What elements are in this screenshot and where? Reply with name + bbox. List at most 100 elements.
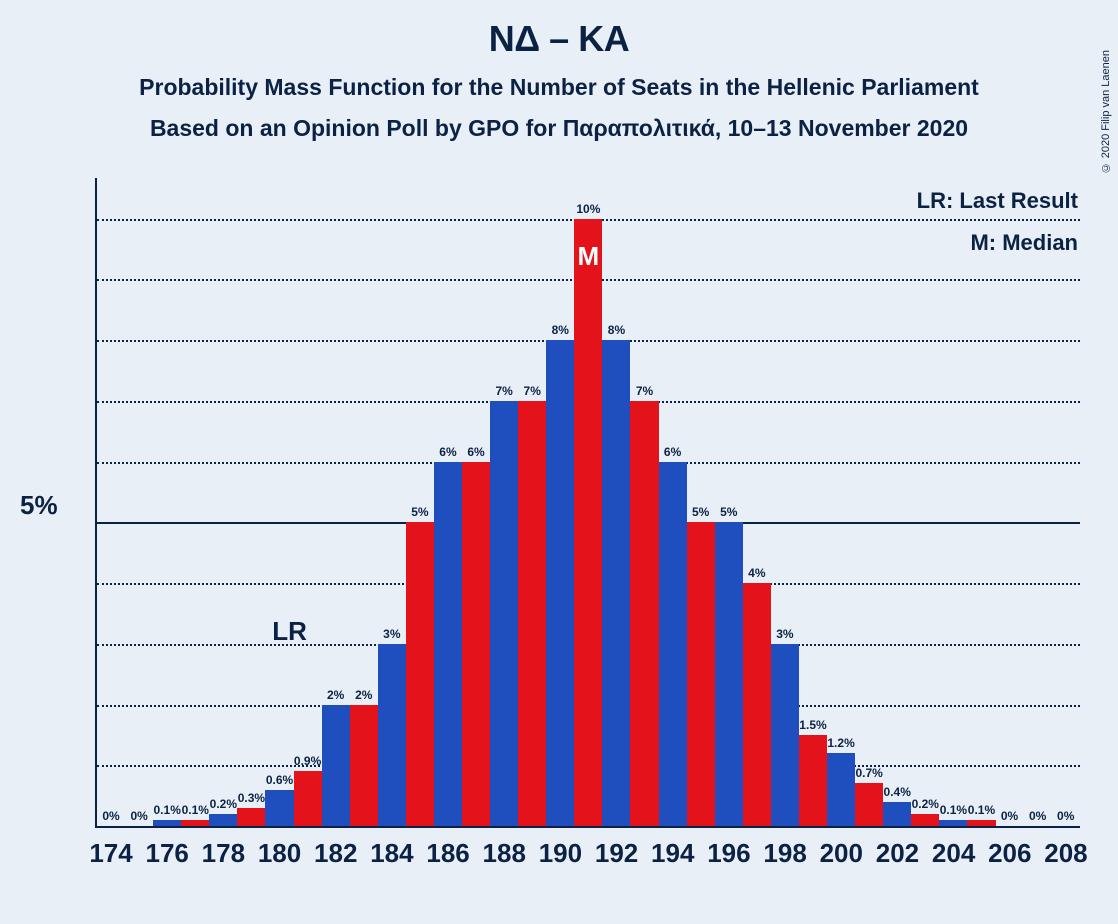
bar-value-label: 0%: [130, 809, 147, 823]
x-tick: 190: [539, 838, 582, 869]
bar-value-label: 0.1%: [182, 803, 209, 817]
bar-value-label: 7%: [636, 384, 653, 398]
bar-value-label: 0.6%: [266, 773, 293, 787]
bar: 7%: [518, 401, 546, 826]
bar-wrap: 0%: [1024, 178, 1052, 826]
bar-wrap: 0%: [996, 178, 1024, 826]
bar-wrap: 4%: [743, 178, 771, 826]
bar-wrap: 2%: [350, 178, 378, 826]
bar: 2%: [322, 705, 350, 826]
bar-wrap: 0.4%: [883, 178, 911, 826]
bar: 0.1%: [153, 820, 181, 826]
bar-value-label: 0.7%: [855, 766, 882, 780]
bar: 6%: [659, 462, 687, 826]
bar-value-label: 0%: [102, 809, 119, 823]
bar: 7%: [630, 401, 658, 826]
bar: 5%: [406, 522, 434, 826]
bar: 1.2%: [827, 753, 855, 826]
bar-wrap: 0.7%: [855, 178, 883, 826]
bar-wrap: 5%: [715, 178, 743, 826]
bar-wrap: 5%: [406, 178, 434, 826]
bar: 0.1%: [967, 820, 995, 826]
bar: 0.2%: [911, 814, 939, 826]
bar-value-label: 2%: [327, 688, 344, 702]
x-tick: 184: [370, 838, 413, 869]
bar-wrap: 0.1%: [153, 178, 181, 826]
bar-value-label: 0%: [1057, 809, 1074, 823]
bar-wrap: 3%: [771, 178, 799, 826]
bar-value-label: 3%: [776, 627, 793, 641]
bar: 0.3%: [237, 808, 265, 826]
bar-value-label: 10%: [576, 202, 600, 216]
bar: 3%: [378, 644, 406, 826]
bar: 1.5%: [799, 735, 827, 826]
bar-value-label: 0.1%: [940, 803, 967, 817]
bar-value-label: 7%: [524, 384, 541, 398]
bar-value-label: 0.2%: [210, 797, 237, 811]
bar-wrap: 7%: [490, 178, 518, 826]
x-tick: 204: [932, 838, 975, 869]
plot: 0%0%0.1%0.1%0.2%0.3%0.6%0.9%2%2%3%5%6%6%…: [95, 178, 1080, 828]
x-tick: 202: [876, 838, 919, 869]
bar-value-label: 0%: [1029, 809, 1046, 823]
bar-value-label: 6%: [467, 445, 484, 459]
bar-wrap: 10% M: [574, 178, 602, 826]
bar-value-label: 0.9%: [294, 754, 321, 768]
chart-container: ΝΔ – ΚΑ Probability Mass Function for th…: [0, 0, 1118, 924]
copyright-text: © 2020 Filip van Laenen: [1100, 50, 1112, 173]
bar-wrap: 6%: [434, 178, 462, 826]
bar-value-label: 0.4%: [884, 785, 911, 799]
bar-wrap: 0%: [125, 178, 153, 826]
bar: 3%: [771, 644, 799, 826]
x-tick: 180: [258, 838, 301, 869]
bar-value-label: 4%: [748, 566, 765, 580]
x-tick: 176: [146, 838, 189, 869]
bar-value-label: 8%: [552, 323, 569, 337]
x-tick: 194: [651, 838, 694, 869]
chart-subtitle-1: Probability Mass Function for the Number…: [0, 74, 1118, 101]
bar-wrap: 0%: [1052, 178, 1080, 826]
median-marker: M: [578, 241, 600, 272]
bar-wrap: 0%: [97, 178, 125, 826]
bar-value-label: 6%: [664, 445, 681, 459]
bar-wrap: 6%: [462, 178, 490, 826]
bar-wrap: 0.1%: [939, 178, 967, 826]
bar: 0.1%: [939, 820, 967, 826]
bar: 10%M: [574, 219, 602, 826]
bar: 7%: [490, 401, 518, 826]
x-tick: 174: [89, 838, 132, 869]
bar-wrap: 6%: [659, 178, 687, 826]
bar-wrap: 1.5%: [799, 178, 827, 826]
chart-area: 0%0%0.1%0.1%0.2%0.3%0.6%0.9%2%2%3%5%6%6%…: [95, 178, 1080, 828]
bar-value-label: 1.5%: [799, 718, 826, 732]
bar-wrap: 0.1%: [181, 178, 209, 826]
bar: 8%: [546, 340, 574, 826]
x-tick: 196: [707, 838, 750, 869]
bar: 0.1%: [181, 820, 209, 826]
x-tick: 208: [1044, 838, 1087, 869]
bar-value-label: 0.1%: [154, 803, 181, 817]
bar: 0.2%: [209, 814, 237, 826]
bar-wrap: 0.9%: [294, 178, 322, 826]
bar: 6%: [462, 462, 490, 826]
x-tick: 192: [595, 838, 638, 869]
bar: 0.4%: [883, 802, 911, 826]
x-tick: 198: [763, 838, 806, 869]
bar-value-label: 0%: [1001, 809, 1018, 823]
bar: 0.7%: [855, 783, 883, 826]
bar: 4%: [743, 583, 771, 826]
bar-value-label: 6%: [439, 445, 456, 459]
bar: 5%: [715, 522, 743, 826]
bar-wrap: 0.2%: [911, 178, 939, 826]
bar-wrap: 1.2%: [827, 178, 855, 826]
lr-annotation: LR: [272, 616, 307, 647]
x-axis-line: [95, 826, 1080, 828]
bar: 2%: [350, 705, 378, 826]
bar-value-label: 0.2%: [912, 797, 939, 811]
bar-wrap: 8%: [602, 178, 630, 826]
bar-wrap: 3%: [378, 178, 406, 826]
bar-value-label: 8%: [608, 323, 625, 337]
bar-wrap: 8%: [546, 178, 574, 826]
bar-value-label: 7%: [495, 384, 512, 398]
bar-wrap: 7%: [518, 178, 546, 826]
